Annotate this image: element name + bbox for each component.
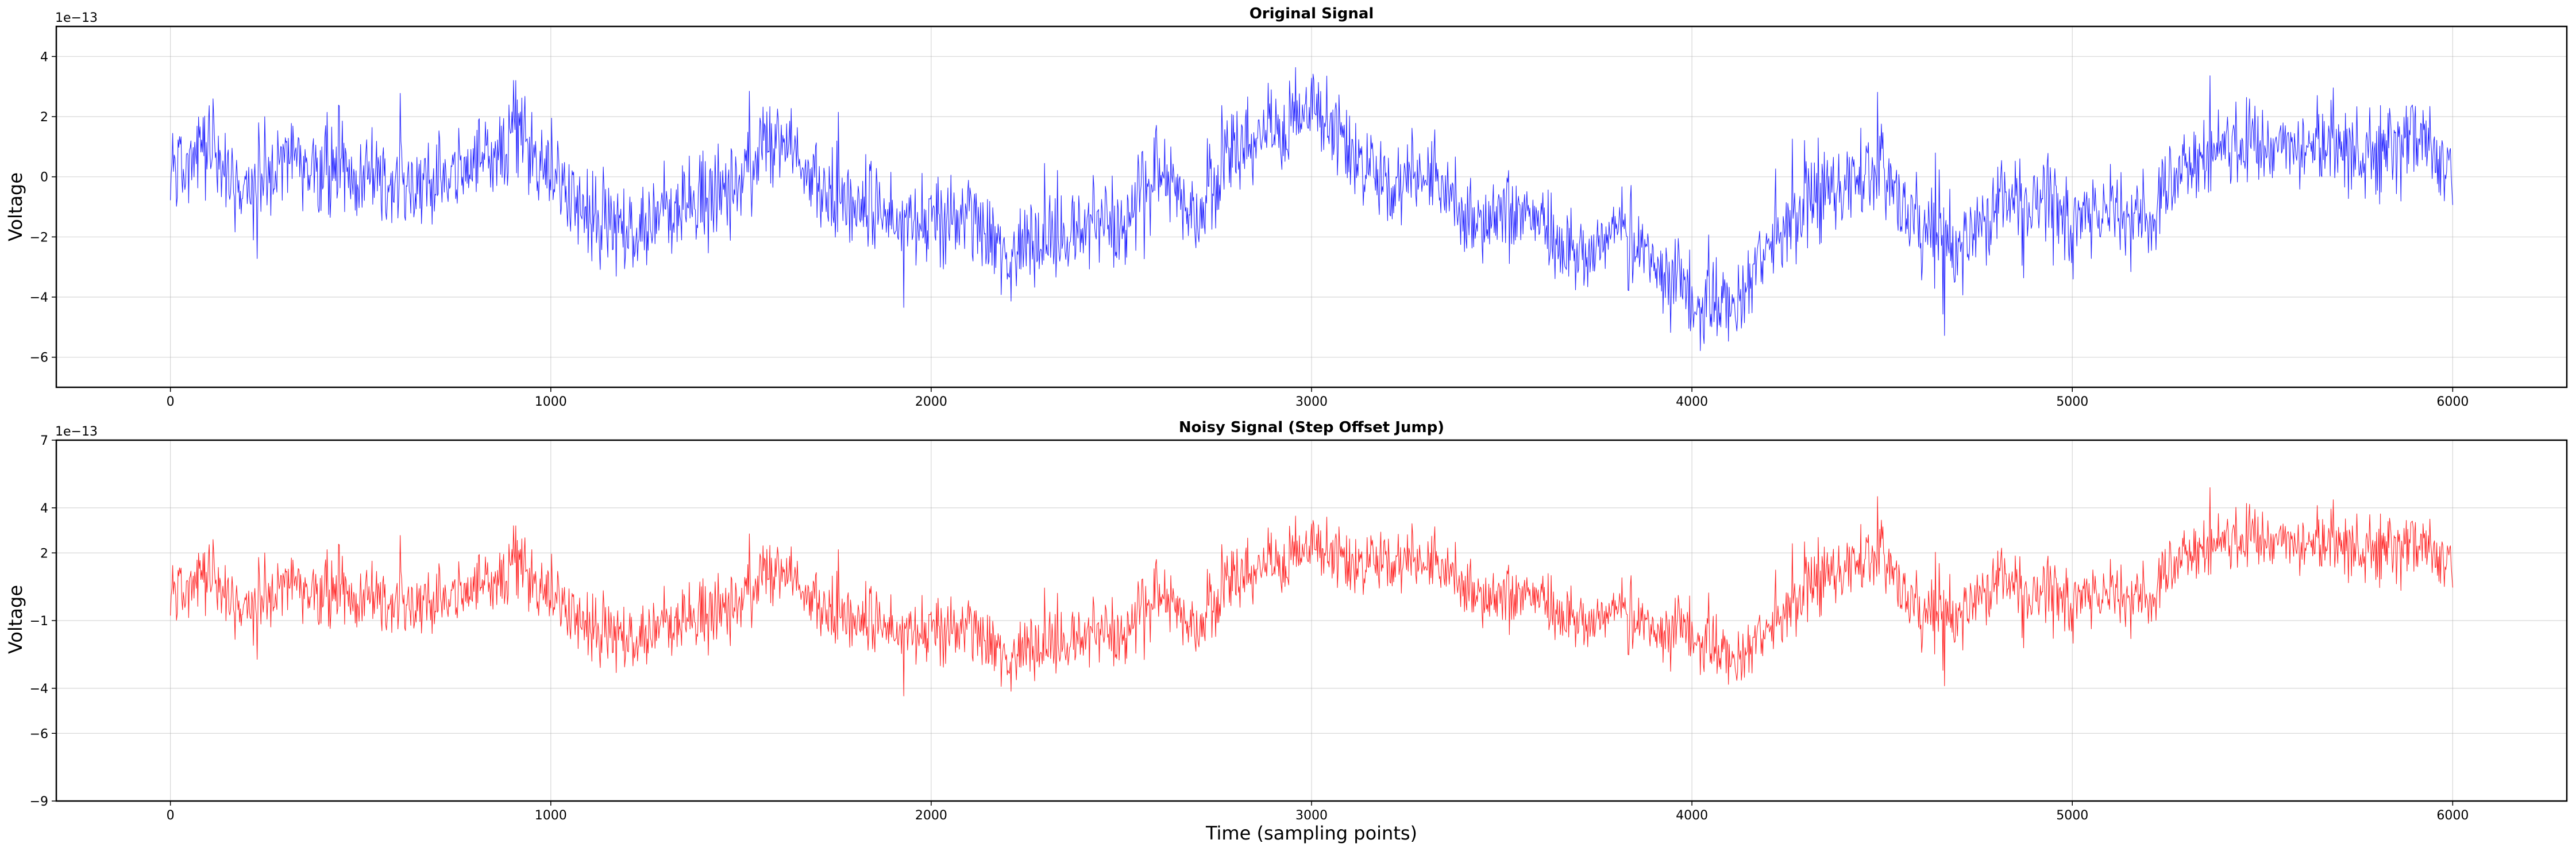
y-tick-label: −6 — [30, 727, 48, 741]
x-tick-label: 2000 — [915, 808, 947, 823]
x-ticks: 0 1000 2000 3000 4000 5000 6000 — [167, 801, 2469, 823]
y-tick-label: −4 — [30, 682, 48, 696]
y-tick-label: −1 — [30, 614, 48, 629]
x-tick-label: 3000 — [1295, 395, 1328, 409]
y-offset-label: 1e−13 — [55, 425, 98, 439]
x-tick-label: 3000 — [1295, 808, 1328, 823]
chart-title: Original Signal — [1250, 5, 1374, 22]
x-tick-label: 4000 — [1676, 808, 1708, 823]
x-tick-label: 5000 — [2056, 395, 2088, 409]
y-tick-label: −2 — [30, 230, 48, 245]
original-signal-subplot: 0 1000 2000 3000 4000 5000 6000 −6 −4 −2 0 2 4 Orig… — [5, 5, 2568, 409]
x-tick-label: 2000 — [915, 395, 947, 409]
y-ticks: −9 −6 −4 −1 2 4 7 — [30, 434, 56, 809]
x-ticks: 0 1000 2000 3000 4000 5000 6000 — [167, 387, 2469, 409]
x-tick-label: 5000 — [2056, 808, 2088, 823]
x-tick-label: 6000 — [2436, 395, 2469, 409]
signal-line — [170, 67, 2453, 351]
x-tick-label: 1000 — [535, 808, 567, 823]
signal-line — [170, 487, 2453, 696]
y-axis-label: Voltage — [5, 585, 26, 654]
y-tick-label: 7 — [40, 434, 48, 448]
y-offset-label: 1e−13 — [55, 11, 98, 25]
y-ticks: −6 −4 −2 0 2 4 — [30, 50, 56, 365]
x-tick-label: 1000 — [535, 395, 567, 409]
x-axis-label: Time (sampling points) — [1205, 822, 1417, 844]
y-tick-label: 0 — [40, 171, 48, 185]
x-tick-label: 0 — [167, 808, 175, 823]
y-tick-label: 2 — [40, 546, 48, 561]
y-tick-label: −4 — [30, 291, 48, 305]
y-tick-label: −9 — [30, 795, 48, 809]
x-tick-label: 0 — [167, 395, 175, 409]
y-tick-label: 4 — [40, 50, 48, 64]
x-tick-label: 4000 — [1676, 395, 1708, 409]
y-tick-label: 2 — [40, 110, 48, 125]
data-series — [170, 67, 2453, 351]
chart-title: Noisy Signal (Step Offset Jump) — [1179, 419, 1444, 436]
grid-lines — [56, 26, 2567, 387]
data-series — [170, 487, 2453, 696]
y-tick-label: 4 — [40, 502, 48, 516]
noisy-signal-subplot: 0 1000 2000 3000 4000 5000 6000 −9 −6 −4 −1 2 4 7 No… — [5, 419, 2568, 844]
y-tick-label: −6 — [30, 351, 48, 365]
x-tick-label: 6000 — [2436, 808, 2469, 823]
y-axis-label: Voltage — [5, 172, 26, 241]
